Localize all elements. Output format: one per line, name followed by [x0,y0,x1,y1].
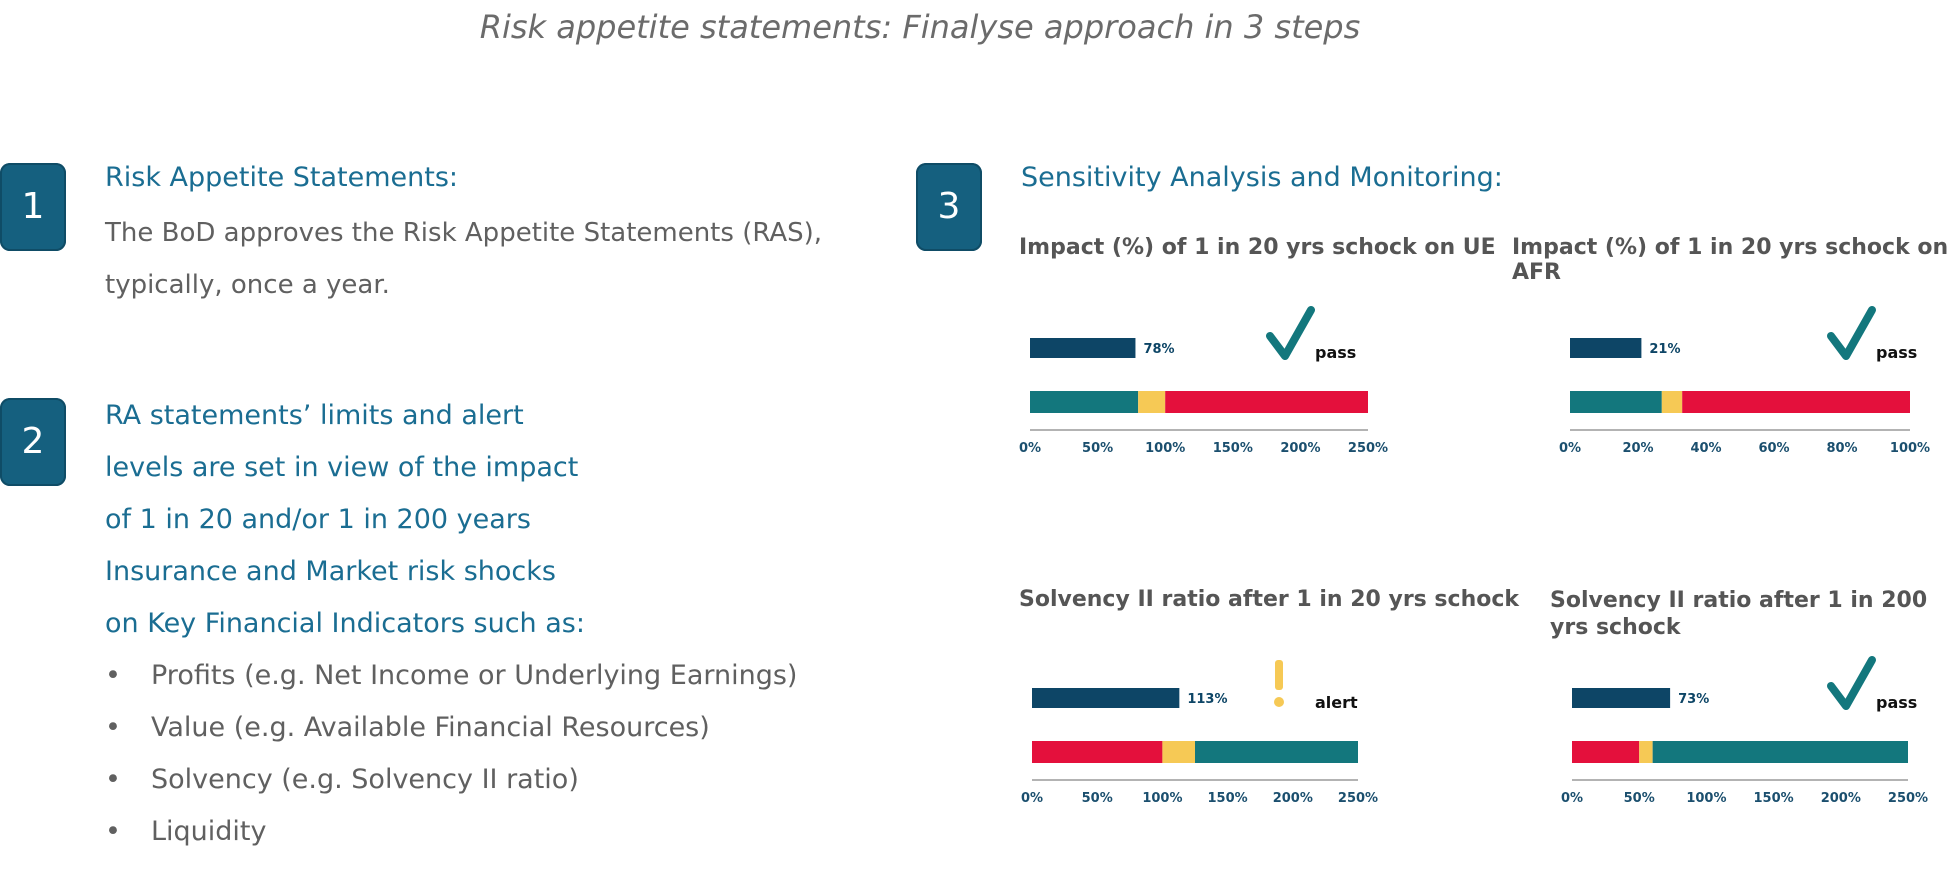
x-tick-label: 150% [1754,791,1794,806]
value-bar [1572,688,1671,708]
zone-segment-red [1032,741,1163,763]
chart-afr-impact: 21% 0% 20% 40% 60% 80% 100% pass [1559,306,1930,456]
step-2-line: Insurance and Market risk shocks [105,556,556,587]
zone-segment-red [1572,741,1640,763]
bullet-icon: • [105,712,121,743]
x-tick-label: 150% [1208,791,1248,806]
bullet-icon: • [105,660,121,691]
status-label: pass [1876,343,1917,362]
chart-solvency-200y: 73% 0% 50% 100% 150% 200% 250% pass [1561,656,1928,806]
kfi-list: • Profits (e.g. Net Income or Underlying … [105,650,797,858]
zone-segment-yellow [1162,741,1195,763]
chart-2-title: Impact (%) of 1 in 20 yrs schock on AFR [1512,235,1949,285]
x-tick-label: 0% [1021,791,1043,806]
step-2-body: RA statements’ limits and alert levels a… [105,390,797,858]
x-tick-label: 100% [1142,791,1182,806]
chart-1-title: Impact (%) of 1 in 20 yrs schock on UE [1019,235,1496,260]
x-tick-label: 60% [1758,441,1789,456]
step-2-line: on Key Financial Indicators such as: [105,608,585,639]
x-tick-label: 0% [1561,791,1583,806]
x-tick-label: 100% [1890,441,1930,456]
x-tick-label: 200% [1280,441,1320,456]
list-item-label: Value (e.g. Available Financial Resource… [151,712,710,743]
chart-solvency-20y: 113% 0% 50% 100% 150% 200% 250% alert [1021,660,1378,806]
zone-segment-yellow [1639,741,1653,763]
x-tick-label: 100% [1686,791,1726,806]
check-icon [1827,656,1876,710]
x-tick-label: 40% [1690,441,1721,456]
x-tick-label: 50% [1082,791,1113,806]
x-tick-label: 200% [1273,791,1313,806]
x-tick-label: 50% [1624,791,1655,806]
zone-segment-teal [1570,391,1662,413]
page-title: Risk appetite statements: Finalyse appro… [479,8,1361,46]
status-label: pass [1876,693,1917,712]
x-tick-label: 150% [1213,441,1253,456]
value-bar [1032,688,1180,708]
value-label: 73% [1678,692,1709,707]
step-1-line: typically, once a year. [105,270,390,300]
value-bar [1570,338,1642,358]
x-tick-label: 0% [1559,441,1581,456]
value-label: 78% [1143,342,1174,357]
x-tick-label: 250% [1338,791,1378,806]
step-2-line: levels are set in view of the impact [105,452,579,483]
step-1-heading: Risk Appetite Statements: [105,162,459,193]
status-label: alert [1315,693,1358,712]
chart-ue-impact: 78% 0% 50% 100% 150% 200% 250% pass [1019,306,1388,456]
step-2-badge: 2 [0,398,66,486]
list-item-label: Liquidity [151,816,267,847]
list-item: • Profits (e.g. Net Income or Underlying … [105,650,797,702]
value-bar [1030,338,1136,358]
x-tick-label: 100% [1145,441,1185,456]
bullet-icon: • [105,764,121,795]
x-tick-label: 200% [1821,791,1861,806]
x-tick-label: 80% [1826,441,1857,456]
step-1-badge: 1 [0,163,66,251]
chart-3-title: Solvency II ratio after 1 in 20 yrs scho… [1019,587,1520,612]
value-label: 113% [1187,692,1227,707]
zone-segment-red [1165,391,1368,413]
chart-4-title: Solvency II ratio after 1 in 200 yrs sch… [1550,588,1928,640]
bullet-icon: • [105,816,121,847]
step-3-heading: Sensitivity Analysis and Monitoring: [1021,162,1503,193]
x-tick-label: 250% [1888,791,1928,806]
status-label: pass [1315,343,1356,362]
zone-segment-teal [1195,741,1358,763]
list-item: • Solvency (e.g. Solvency II ratio) [105,754,797,806]
x-tick-label: 0% [1019,441,1041,456]
x-tick-label: 250% [1348,441,1388,456]
step-1-line: The BoD approves the Risk Appetite State… [105,218,823,248]
list-item: • Value (e.g. Available Financial Resourc… [105,702,797,754]
zone-segment-teal [1030,391,1139,413]
zone-segment-yellow [1661,391,1683,413]
x-tick-label: 20% [1622,441,1653,456]
list-item-label: Solvency (e.g. Solvency II ratio) [151,764,579,795]
check-icon [1266,306,1315,360]
exclamation-dot-icon [1274,697,1284,707]
list-item-label: Profits (e.g. Net Income or Underlying E… [151,660,798,691]
step-2-line: of 1 in 20 and/or 1 in 200 years [105,504,531,535]
value-label: 21% [1649,342,1680,357]
exclamation-icon [1275,660,1283,690]
check-icon [1827,306,1876,360]
step-2-line: RA statements’ limits and alert [105,400,524,431]
x-tick-label: 50% [1082,441,1113,456]
list-item: • Liquidity [105,806,797,858]
zone-segment-red [1682,391,1910,413]
zone-segment-yellow [1138,391,1166,413]
zone-segment-teal [1652,741,1908,763]
step-3-badge: 3 [916,163,982,251]
step-1-body: The BoD approves the Risk Appetite State… [105,207,822,311]
